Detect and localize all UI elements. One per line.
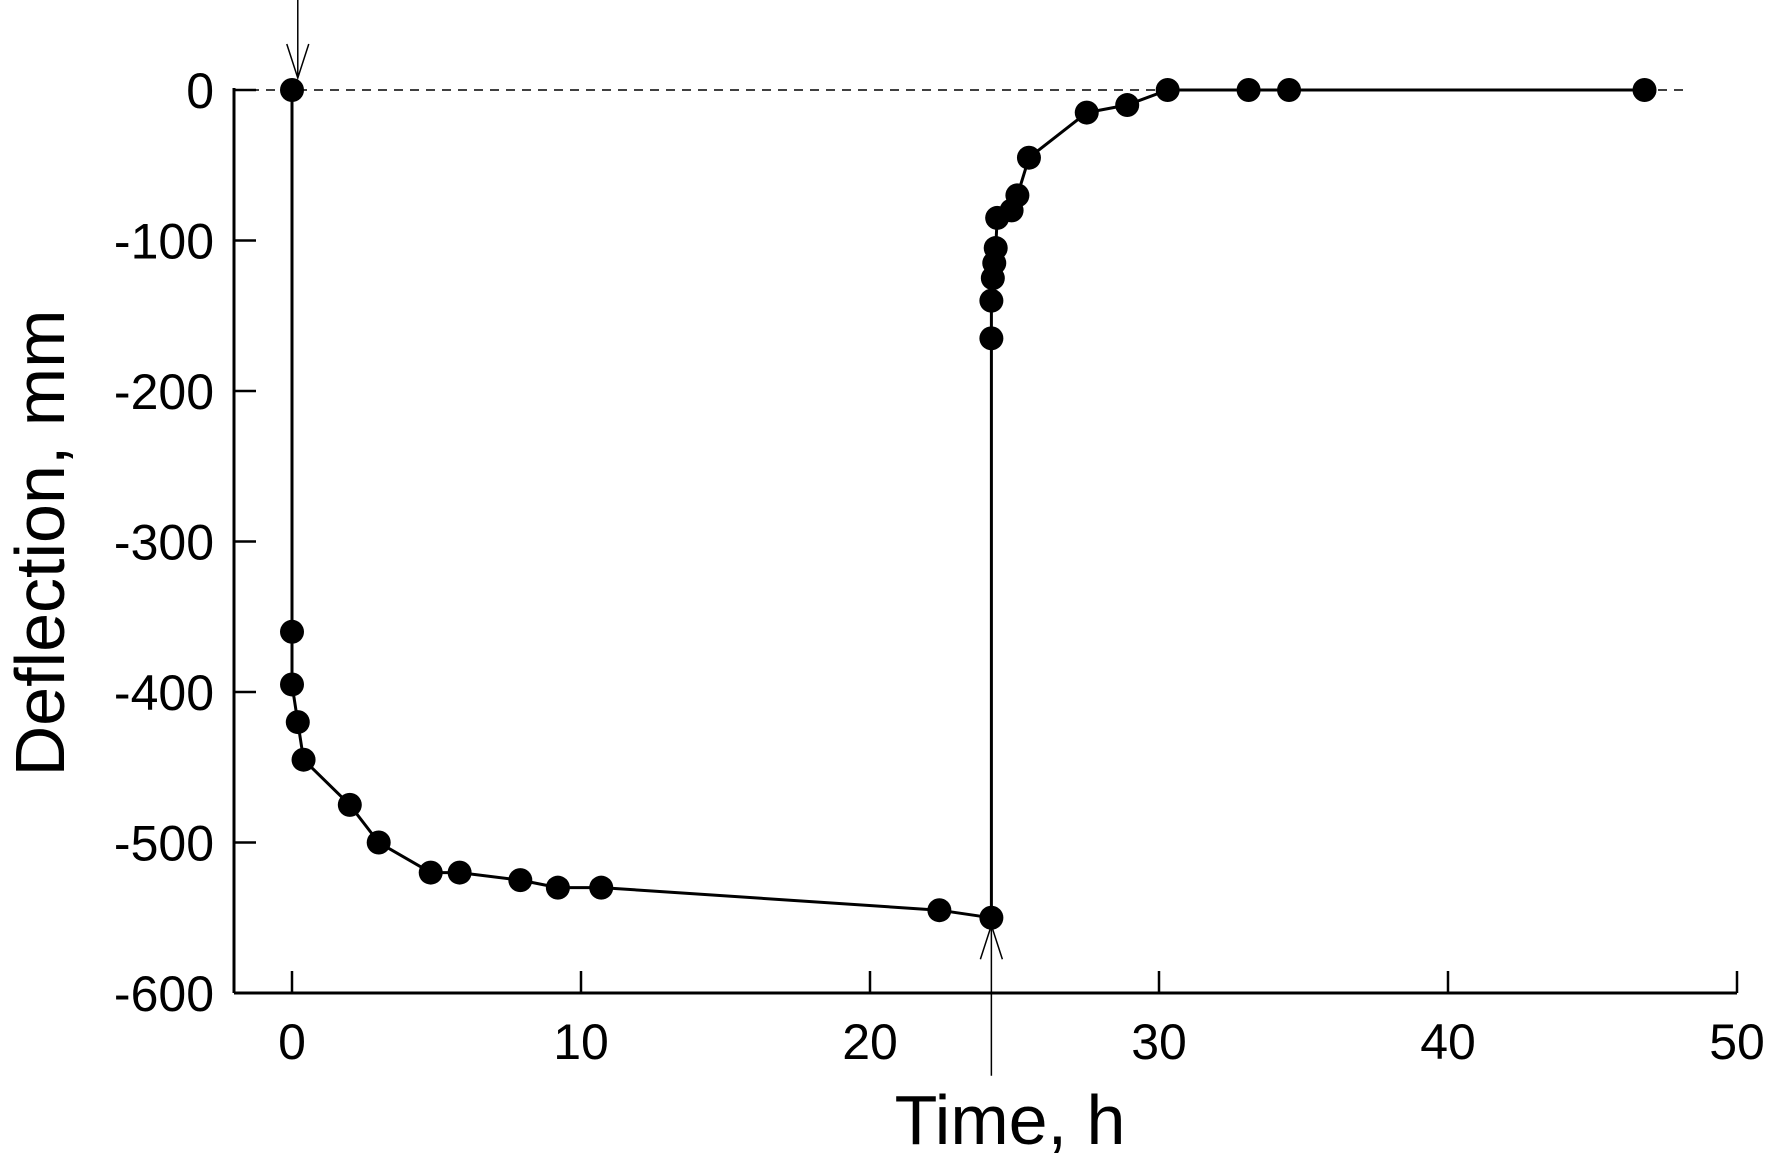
data-point xyxy=(1277,78,1302,102)
data-point xyxy=(285,710,310,735)
series-line xyxy=(290,88,1645,920)
axes xyxy=(232,88,1737,995)
arrow-head xyxy=(979,922,1004,960)
data-point xyxy=(983,236,1008,261)
arrow-head xyxy=(286,43,310,81)
x-tick-label: 40 xyxy=(1420,1014,1476,1070)
data-point xyxy=(1005,183,1030,208)
data-point xyxy=(1074,100,1099,125)
data-point xyxy=(1115,93,1140,118)
data-point xyxy=(1632,78,1657,102)
x-tick-label: 50 xyxy=(1709,1014,1765,1070)
y-tick-label: -600 xyxy=(114,966,214,1022)
data-point xyxy=(280,619,304,644)
data-point xyxy=(927,898,952,923)
y-tick-label: -400 xyxy=(114,665,214,721)
data-point xyxy=(280,78,304,102)
data-point xyxy=(1155,78,1180,102)
y-tick-label: -100 xyxy=(114,214,214,270)
y-tick-label: -500 xyxy=(114,816,214,872)
data-point xyxy=(280,672,304,697)
annotations-layer xyxy=(286,0,1004,1076)
data-point xyxy=(979,288,1004,313)
data-point xyxy=(508,868,533,893)
data-point xyxy=(337,792,362,817)
data-point xyxy=(545,875,570,900)
data-point xyxy=(979,326,1004,351)
y-axis-title: Deflection, mm xyxy=(1,310,79,777)
y-tick-label: 0 xyxy=(186,63,214,119)
x-axis-title: Time, h xyxy=(895,1081,1126,1159)
x-tick-label: 10 xyxy=(553,1014,609,1070)
data-point xyxy=(589,875,614,900)
data-point xyxy=(418,860,443,885)
data-point xyxy=(291,747,316,772)
y-tick-label: -300 xyxy=(114,515,214,571)
series-layer xyxy=(280,78,1657,930)
ticks: 0 10 20 30 40 50 0 -100 -200 -300 -400 -500 -600 xyxy=(114,63,1765,1070)
data-point xyxy=(1016,145,1041,170)
x-tick-label: 20 xyxy=(842,1014,898,1070)
data-point xyxy=(1236,78,1261,102)
x-tick-label: 30 xyxy=(1131,1014,1187,1070)
x-tick-label: 0 xyxy=(278,1014,306,1070)
data-point xyxy=(979,905,1004,930)
data-point xyxy=(366,830,391,855)
data-point xyxy=(447,860,472,885)
y-tick-label: -200 xyxy=(114,364,214,420)
